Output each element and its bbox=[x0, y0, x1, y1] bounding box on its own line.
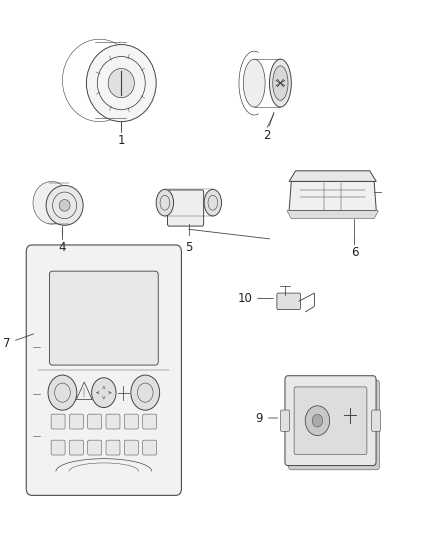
Text: 10: 10 bbox=[237, 292, 273, 305]
FancyBboxPatch shape bbox=[294, 387, 367, 455]
Text: 2: 2 bbox=[264, 130, 271, 142]
Text: 6: 6 bbox=[351, 246, 358, 259]
FancyBboxPatch shape bbox=[167, 190, 204, 226]
FancyBboxPatch shape bbox=[124, 414, 138, 429]
Circle shape bbox=[48, 375, 77, 410]
Polygon shape bbox=[289, 181, 376, 211]
Polygon shape bbox=[287, 211, 378, 219]
Ellipse shape bbox=[33, 181, 70, 224]
Ellipse shape bbox=[269, 59, 291, 107]
Ellipse shape bbox=[59, 199, 70, 211]
Circle shape bbox=[305, 406, 330, 435]
Circle shape bbox=[92, 378, 116, 408]
FancyBboxPatch shape bbox=[51, 440, 65, 455]
Circle shape bbox=[312, 414, 323, 427]
FancyBboxPatch shape bbox=[285, 376, 376, 466]
Ellipse shape bbox=[86, 45, 156, 122]
FancyBboxPatch shape bbox=[106, 414, 120, 429]
FancyBboxPatch shape bbox=[51, 414, 65, 429]
Text: 1: 1 bbox=[117, 134, 125, 147]
FancyBboxPatch shape bbox=[124, 440, 138, 455]
FancyBboxPatch shape bbox=[106, 440, 120, 455]
FancyBboxPatch shape bbox=[289, 380, 380, 470]
Text: 5: 5 bbox=[185, 241, 193, 254]
FancyBboxPatch shape bbox=[372, 410, 381, 431]
FancyBboxPatch shape bbox=[143, 414, 157, 429]
Ellipse shape bbox=[156, 189, 173, 216]
Text: 9: 9 bbox=[255, 411, 278, 424]
Ellipse shape bbox=[108, 68, 134, 98]
FancyBboxPatch shape bbox=[88, 414, 102, 429]
Ellipse shape bbox=[244, 59, 265, 107]
Ellipse shape bbox=[46, 185, 83, 225]
FancyBboxPatch shape bbox=[143, 440, 157, 455]
FancyBboxPatch shape bbox=[88, 440, 102, 455]
FancyBboxPatch shape bbox=[277, 293, 300, 310]
FancyBboxPatch shape bbox=[281, 410, 290, 431]
Polygon shape bbox=[289, 171, 376, 181]
FancyBboxPatch shape bbox=[26, 245, 181, 495]
FancyBboxPatch shape bbox=[69, 414, 83, 429]
Text: 4: 4 bbox=[59, 241, 66, 254]
Ellipse shape bbox=[204, 189, 222, 216]
Text: 7: 7 bbox=[3, 334, 34, 350]
FancyBboxPatch shape bbox=[49, 271, 158, 365]
Circle shape bbox=[131, 375, 159, 410]
Ellipse shape bbox=[273, 66, 288, 100]
FancyBboxPatch shape bbox=[69, 440, 83, 455]
